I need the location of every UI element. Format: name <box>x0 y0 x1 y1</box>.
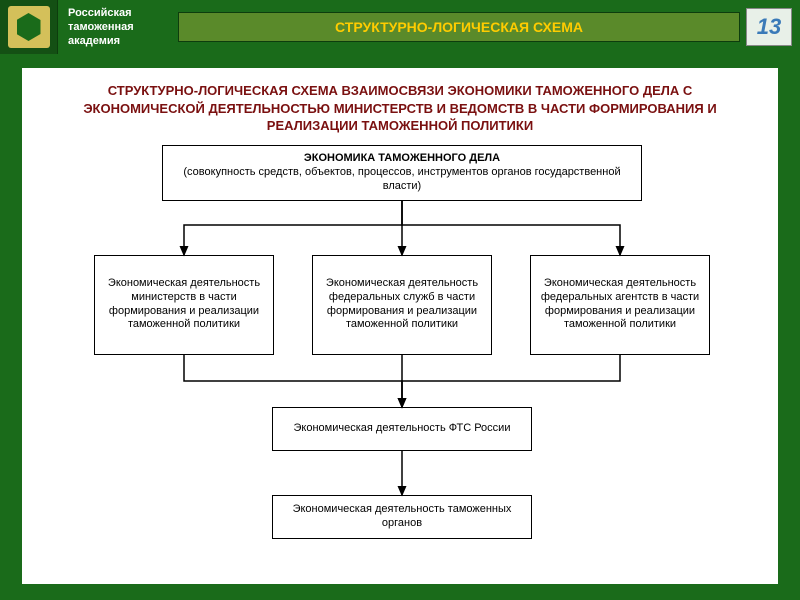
node-left: Экономическая деятельность министерств в… <box>94 255 274 355</box>
node-right: Экономическая деятельность федеральных а… <box>530 255 710 355</box>
header: Российская таможенная академия СТРУКТУРН… <box>0 0 800 54</box>
emblem-icon <box>8 6 50 48</box>
flowchart: ЭКОНОМИКА ТАМОЖЕННОГО ДЕЛА(совокупность … <box>22 145 778 575</box>
edge-right-fts <box>402 355 620 407</box>
node-root-title: ЭКОНОМИКА ТАМОЖЕННОГО ДЕЛА <box>304 152 500 166</box>
content-area: СТРУКТУРНО-ЛОГИЧЕСКАЯ СХЕМА ВЗАИМОСВЯЗИ … <box>20 66 780 586</box>
edge-left-fts <box>184 355 402 407</box>
slide-title: СТРУКТУРНО-ЛОГИЧЕСКАЯ СХЕМА <box>178 12 740 42</box>
edge-root-left <box>184 201 402 255</box>
node-root: ЭКОНОМИКА ТАМОЖЕННОГО ДЕЛА(совокупность … <box>162 145 642 201</box>
node-root-subtitle: (совокупность средств, объектов, процесс… <box>171 166 633 194</box>
logo-area <box>0 0 58 54</box>
node-organs: Экономическая деятельность таможенных ор… <box>272 495 532 539</box>
slide-number: 13 <box>746 8 792 46</box>
org-name: Российская таможенная академия <box>58 6 178 49</box>
node-mid: Экономическая деятельность федеральных с… <box>312 255 492 355</box>
edge-root-right <box>402 201 620 255</box>
node-fts: Экономическая деятельность ФТС России <box>272 407 532 451</box>
subtitle: СТРУКТУРНО-ЛОГИЧЕСКАЯ СХЕМА ВЗАИМОСВЯЗИ … <box>22 68 778 145</box>
